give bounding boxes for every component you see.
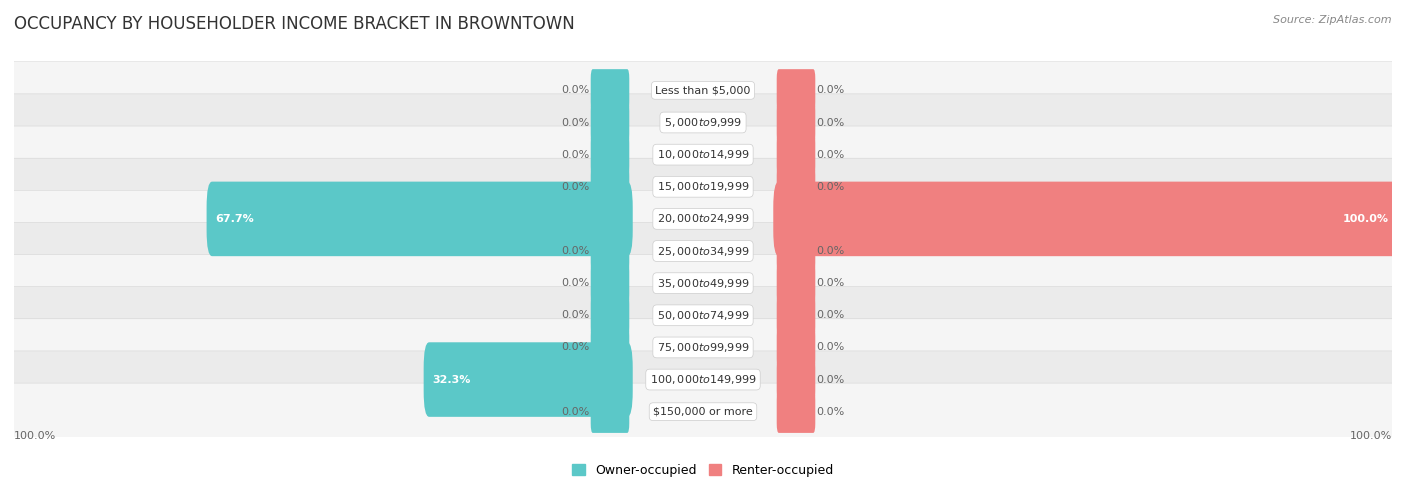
Text: 0.0%: 0.0% — [561, 182, 589, 192]
FancyBboxPatch shape — [591, 166, 630, 208]
FancyBboxPatch shape — [776, 262, 815, 304]
Text: $20,000 to $24,999: $20,000 to $24,999 — [657, 212, 749, 226]
FancyBboxPatch shape — [13, 351, 1393, 408]
Text: $25,000 to $34,999: $25,000 to $34,999 — [657, 244, 749, 258]
FancyBboxPatch shape — [773, 182, 1398, 256]
Text: 32.3%: 32.3% — [433, 375, 471, 384]
Text: 0.0%: 0.0% — [817, 86, 845, 95]
Text: 100.0%: 100.0% — [1350, 431, 1392, 441]
FancyBboxPatch shape — [207, 182, 633, 256]
Text: 0.0%: 0.0% — [561, 246, 589, 256]
Text: 0.0%: 0.0% — [561, 343, 589, 352]
FancyBboxPatch shape — [13, 94, 1393, 151]
FancyBboxPatch shape — [13, 191, 1393, 247]
FancyBboxPatch shape — [776, 101, 815, 144]
Text: 0.0%: 0.0% — [817, 407, 845, 417]
FancyBboxPatch shape — [776, 230, 815, 272]
Text: 0.0%: 0.0% — [817, 375, 845, 384]
FancyBboxPatch shape — [13, 287, 1393, 344]
FancyBboxPatch shape — [13, 126, 1393, 183]
FancyBboxPatch shape — [591, 326, 630, 369]
Text: $50,000 to $74,999: $50,000 to $74,999 — [657, 309, 749, 322]
Text: 0.0%: 0.0% — [561, 310, 589, 320]
FancyBboxPatch shape — [13, 319, 1393, 376]
FancyBboxPatch shape — [13, 223, 1393, 279]
Text: $15,000 to $19,999: $15,000 to $19,999 — [657, 180, 749, 193]
FancyBboxPatch shape — [13, 255, 1393, 312]
Text: 0.0%: 0.0% — [817, 246, 845, 256]
FancyBboxPatch shape — [591, 230, 630, 272]
FancyBboxPatch shape — [591, 69, 630, 112]
FancyBboxPatch shape — [776, 134, 815, 176]
Text: 0.0%: 0.0% — [817, 182, 845, 192]
Text: 0.0%: 0.0% — [817, 310, 845, 320]
Text: 100.0%: 100.0% — [1343, 214, 1389, 224]
Text: $10,000 to $14,999: $10,000 to $14,999 — [657, 148, 749, 161]
Text: $35,000 to $49,999: $35,000 to $49,999 — [657, 277, 749, 290]
FancyBboxPatch shape — [776, 390, 815, 433]
FancyBboxPatch shape — [13, 158, 1393, 215]
FancyBboxPatch shape — [591, 294, 630, 336]
FancyBboxPatch shape — [13, 383, 1393, 440]
Text: $150,000 or more: $150,000 or more — [654, 407, 752, 417]
Text: Source: ZipAtlas.com: Source: ZipAtlas.com — [1274, 15, 1392, 25]
Text: 0.0%: 0.0% — [561, 118, 589, 127]
Text: 0.0%: 0.0% — [817, 343, 845, 352]
Legend: Owner-occupied, Renter-occupied: Owner-occupied, Renter-occupied — [568, 459, 838, 482]
Text: 100.0%: 100.0% — [14, 431, 56, 441]
FancyBboxPatch shape — [13, 62, 1393, 119]
FancyBboxPatch shape — [591, 390, 630, 433]
FancyBboxPatch shape — [423, 342, 633, 417]
FancyBboxPatch shape — [776, 358, 815, 401]
Text: $5,000 to $9,999: $5,000 to $9,999 — [664, 116, 742, 129]
FancyBboxPatch shape — [776, 166, 815, 208]
Text: 0.0%: 0.0% — [817, 118, 845, 127]
Text: 0.0%: 0.0% — [817, 278, 845, 288]
FancyBboxPatch shape — [591, 134, 630, 176]
Text: 0.0%: 0.0% — [561, 86, 589, 95]
FancyBboxPatch shape — [591, 262, 630, 304]
Text: 0.0%: 0.0% — [817, 150, 845, 159]
Text: $75,000 to $99,999: $75,000 to $99,999 — [657, 341, 749, 354]
FancyBboxPatch shape — [776, 294, 815, 336]
FancyBboxPatch shape — [591, 101, 630, 144]
Text: OCCUPANCY BY HOUSEHOLDER INCOME BRACKET IN BROWNTOWN: OCCUPANCY BY HOUSEHOLDER INCOME BRACKET … — [14, 15, 575, 33]
Text: $100,000 to $149,999: $100,000 to $149,999 — [650, 373, 756, 386]
Text: 0.0%: 0.0% — [561, 278, 589, 288]
Text: 0.0%: 0.0% — [561, 407, 589, 417]
Text: Less than $5,000: Less than $5,000 — [655, 86, 751, 95]
FancyBboxPatch shape — [776, 326, 815, 369]
Text: 67.7%: 67.7% — [215, 214, 254, 224]
FancyBboxPatch shape — [776, 69, 815, 112]
Text: 0.0%: 0.0% — [561, 150, 589, 159]
